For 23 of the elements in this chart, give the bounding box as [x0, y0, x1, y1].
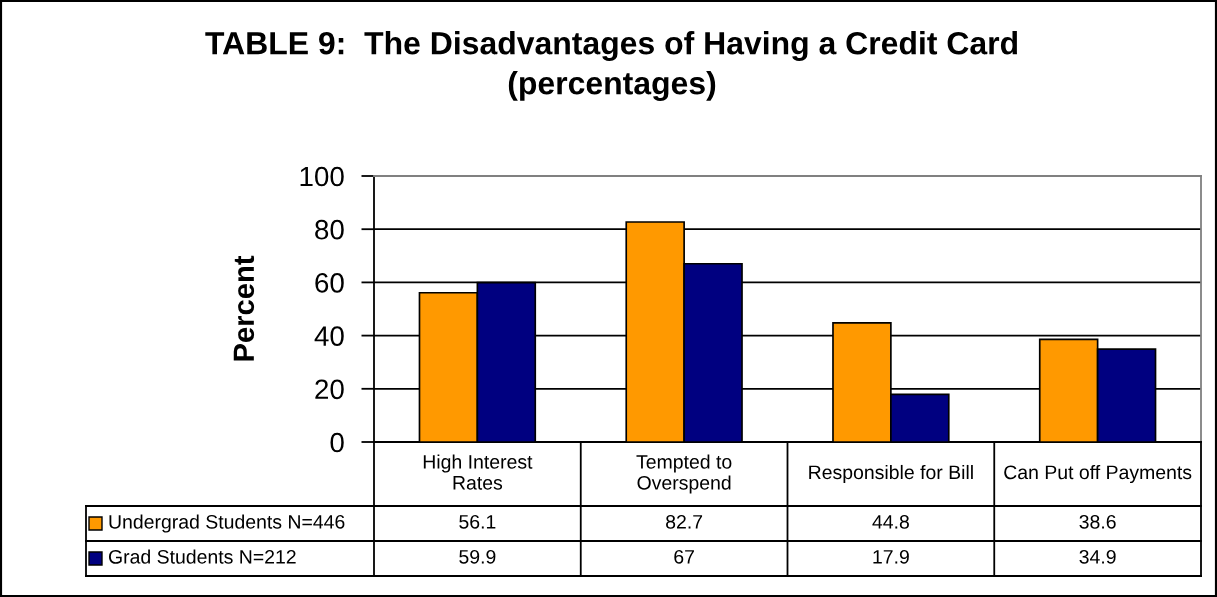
y-axis-title: Percent [233, 255, 255, 361]
y-tick-label: 20 [315, 379, 344, 400]
data-label: 59.9 [459, 549, 496, 564]
data-label: 44.8 [872, 514, 909, 529]
data-label: 82.7 [666, 514, 703, 529]
x-tick-label: Can Put off Payments [1004, 464, 1192, 484]
x-tick-label: Responsible for Bill [809, 464, 973, 484]
legend-label: Undergrad Students N=446 [109, 514, 345, 533]
chart-title: TABLE 9: The Disadvantages of Having a Credit Card [205, 31, 1017, 61]
y-tick-label: 40 [314, 326, 344, 346]
data-label: 34.9 [1079, 549, 1116, 564]
y-tick-label: 100 [300, 166, 344, 187]
data-label: 38.6 [1079, 514, 1116, 529]
x-tick-label: Tempted to Overspend [636, 454, 732, 494]
y-tick-label: 0 [330, 432, 344, 453]
data-label: 67 [674, 549, 694, 564]
data-label: 56.1 [459, 514, 496, 529]
y-tick-label: 80 [315, 219, 344, 240]
chart-subtitle: (percentages) [508, 71, 716, 101]
data-label: 17.9 [873, 549, 909, 564]
x-tick-label: High Interest Rates [423, 454, 533, 490]
y-tick-label: 60 [315, 273, 344, 293]
legend-label: Grad Students N=212 [108, 549, 296, 564]
